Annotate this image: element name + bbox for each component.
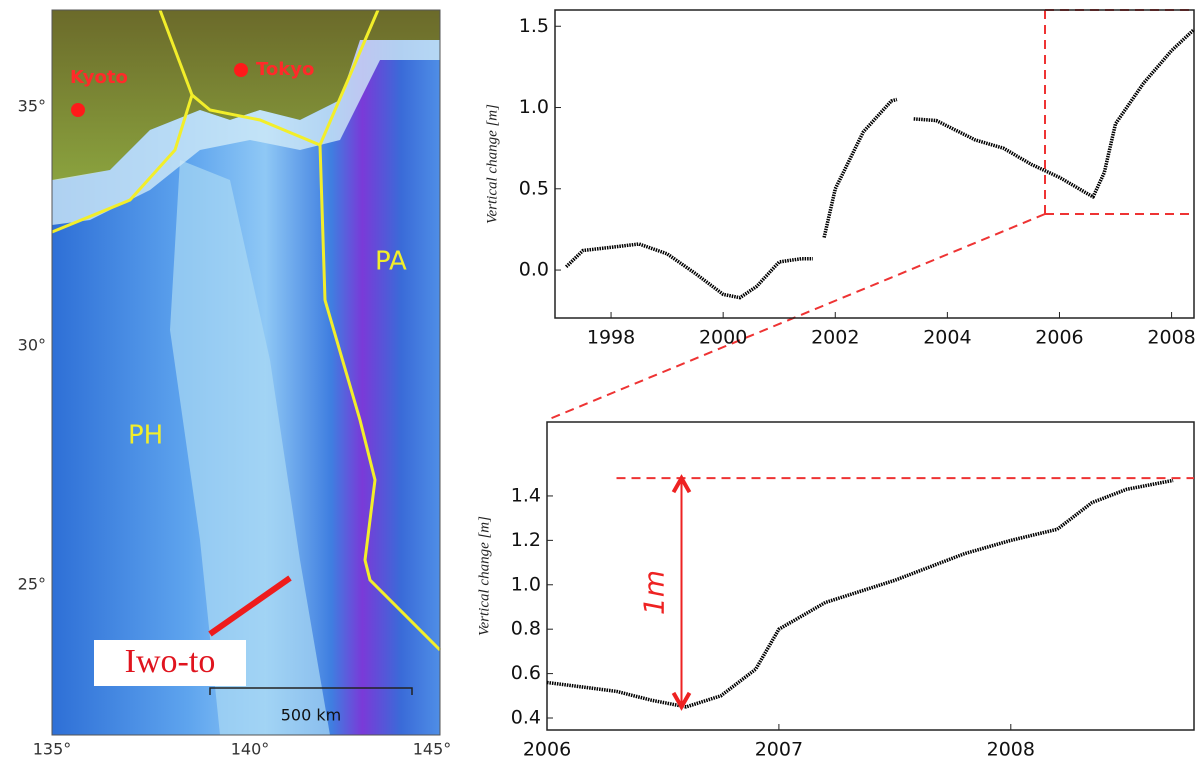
y-tick-label: 0.8	[511, 618, 541, 640]
lat-tick-label: 30°	[18, 336, 46, 355]
site-label: Iwo-to	[125, 643, 216, 680]
x-tick-label: 2006	[1035, 327, 1083, 349]
city-dot	[71, 103, 85, 117]
y-tick-label: 1.4	[511, 484, 541, 506]
x-tick-label: 2004	[923, 327, 971, 349]
x-tick-label: 2002	[811, 327, 859, 349]
zoom-guides	[547, 10, 1195, 420]
lat-tick-label: 35°	[18, 97, 46, 116]
data-line	[566, 30, 1194, 298]
chart: 0.4 0.6 0.8 1.0 1.2 1.4 2006 2007 2008 Vertical c…	[476, 422, 1194, 761]
lon-tick-label: 140°	[231, 740, 270, 759]
place-label: Tokyo	[256, 59, 314, 80]
plate-label: PH	[128, 421, 163, 451]
scale-label: 500 km	[281, 706, 341, 725]
city-dot	[234, 63, 248, 77]
y-tick-label: 1.0	[519, 96, 549, 118]
plot-frame	[555, 10, 1194, 318]
lon-tick-label: 145°	[413, 740, 452, 759]
x-tick-label: 2008	[987, 739, 1035, 761]
map: Kyoto Tokyo PA PH Iwo-to 500 km	[52, 10, 440, 735]
page: {"map": {"place_labels": ["Kyoto", "Toky…	[0, 0, 1195, 765]
lon-tick-label: 135°	[33, 740, 72, 759]
y-axis-label: Vertical change [m]	[476, 516, 492, 636]
chart: 0.0 0.5 1.0 1.5 1998 2000 2002 2004 2006 2008 Vert…	[484, 10, 1195, 349]
x-tick-label: 2006	[523, 739, 571, 761]
y-tick-label: 0.0	[519, 259, 549, 281]
y-tick-label: 1.0	[511, 573, 541, 595]
annotation-text: 1m	[638, 570, 671, 615]
y-axis-label: Vertical change [m]	[484, 104, 500, 224]
x-tick-label: 2007	[755, 739, 803, 761]
y-tick-label: 1.5	[519, 15, 549, 37]
figure: Kyoto Tokyo PA PH Iwo-to 500 km 35° 30° 25…	[0, 0, 1195, 765]
place-label: Kyoto	[70, 67, 128, 88]
x-tick-label: 1998	[587, 327, 635, 349]
y-tick-label: 1.2	[511, 529, 541, 551]
zoom-guide	[547, 214, 1045, 420]
lat-tick-label: 25°	[18, 575, 46, 594]
x-tick-label: 2008	[1147, 327, 1195, 349]
y-tick-label: 0.6	[511, 662, 541, 684]
y-tick-label: 0.4	[511, 707, 541, 729]
x-tick-label: 2000	[699, 327, 747, 349]
y-tick-label: 0.5	[519, 177, 549, 199]
plate-label: PA	[375, 247, 407, 277]
